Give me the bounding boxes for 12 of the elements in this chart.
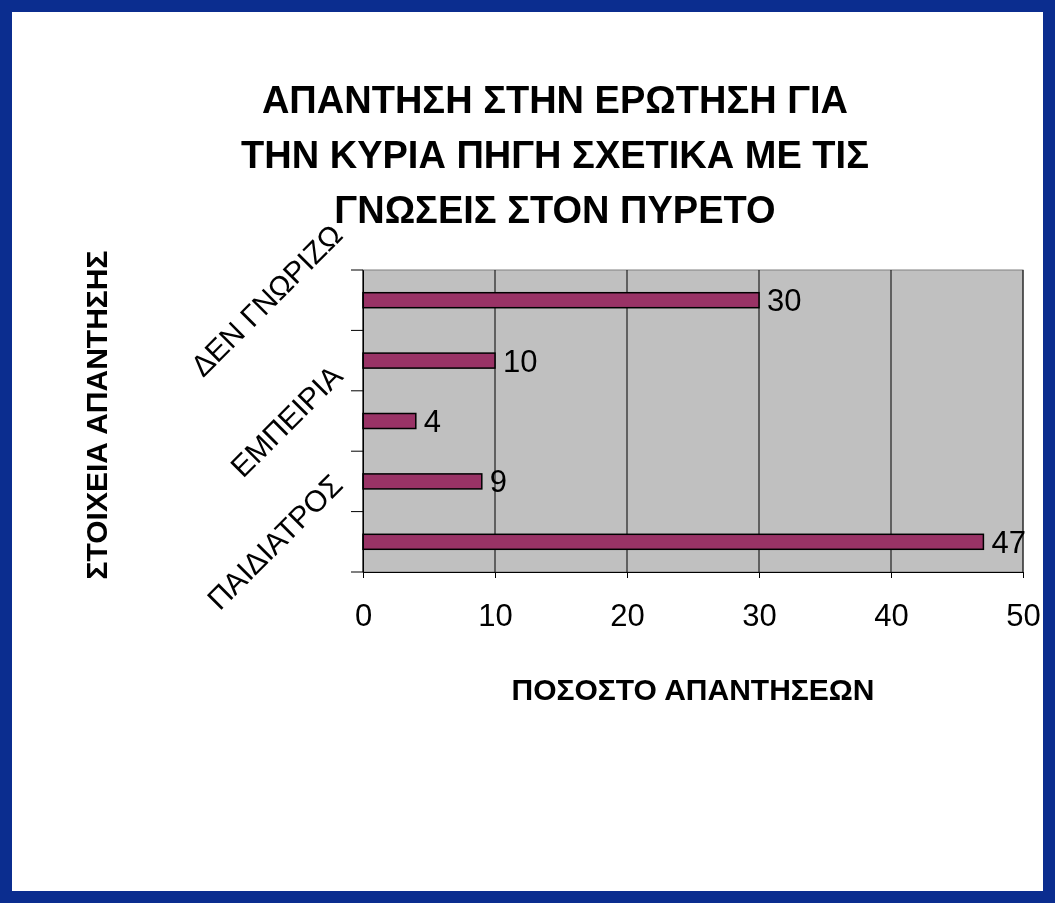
data-label: 10: [503, 343, 538, 379]
x-tick-label: 0: [354, 598, 373, 634]
x-tick-label: 30: [742, 598, 777, 634]
x-axis-title: ΠΟΣΟΣΤΟ ΑΠΑΝΤΗΣΕΩΝ: [511, 673, 875, 706]
x-tick-label: 10: [478, 598, 513, 634]
data-label: 9: [489, 464, 508, 500]
data-label: 30: [767, 283, 802, 319]
x-tick-label: 20: [610, 598, 645, 634]
data-label: 4: [423, 404, 442, 439]
x-tick-label: 40: [874, 598, 909, 634]
y-axis-title: ΣΤΟΙΧΕΙΑ ΑΠΑΝΤΗΣΗΣ: [80, 250, 113, 580]
x-tick-label: 50: [1006, 598, 1041, 634]
